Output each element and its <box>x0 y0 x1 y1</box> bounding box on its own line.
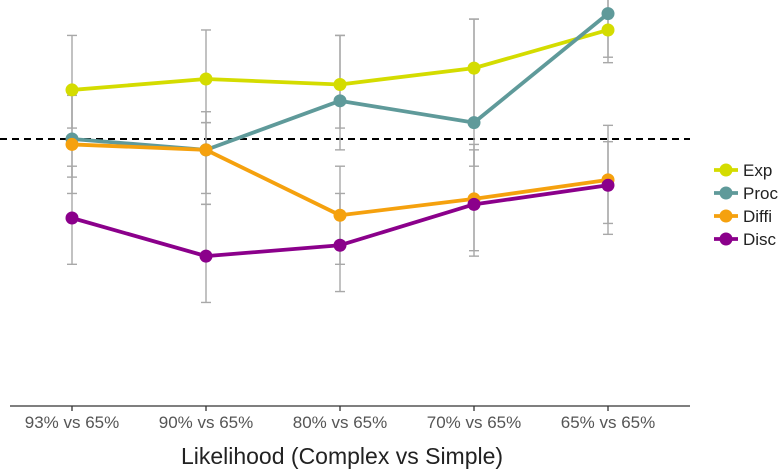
legend: Exp Proc Diffi Disc <box>714 161 778 249</box>
plot-area <box>0 0 690 407</box>
legend-key-point <box>719 186 733 200</box>
data-point-disc <box>65 211 79 225</box>
x-tick-label: 65% vs 65% <box>561 413 656 432</box>
legend-label: Disc <box>743 230 777 249</box>
data-point-diffi <box>199 143 213 157</box>
legend-item: Exp <box>714 161 772 180</box>
data-point-proc <box>601 7 615 21</box>
data-point-exp <box>467 61 481 75</box>
data-point-disc <box>333 238 347 252</box>
legend-key-point <box>719 232 733 246</box>
error-bar <box>201 121 211 206</box>
legend-label: Exp <box>743 161 772 180</box>
data-point-proc <box>467 116 481 130</box>
data-point-exp <box>199 72 213 86</box>
x-tick-label: 90% vs 65% <box>159 413 254 432</box>
legend-item: Proc <box>714 184 778 203</box>
error-bar <box>335 34 345 151</box>
legend-item: Disc <box>714 230 777 249</box>
data-point-disc <box>601 178 615 192</box>
data-point-exp <box>65 83 79 97</box>
legend-item: Diffi <box>714 207 772 226</box>
x-tick-label: 70% vs 65% <box>427 413 522 432</box>
data-point-exp <box>601 23 615 37</box>
series-points <box>65 7 615 263</box>
x-axis-title: Likelihood (Complex vs Simple) <box>181 443 503 469</box>
data-point-proc <box>333 94 347 108</box>
data-point-disc <box>199 249 213 263</box>
x-ticks: 93% vs 65% 90% vs 65% 80% vs 65% 70% vs 65%… <box>25 406 656 432</box>
data-point-exp <box>333 77 347 91</box>
legend-label: Diffi <box>743 207 772 226</box>
data-point-disc <box>467 197 481 211</box>
x-tick-label: 80% vs 65% <box>293 413 388 432</box>
legend-key-point <box>719 209 733 223</box>
legend-key-point <box>719 163 733 177</box>
data-point-diffi <box>333 208 347 222</box>
data-point-diffi <box>65 137 79 151</box>
legend-label: Proc <box>743 184 778 203</box>
x-tick-label: 93% vs 65% <box>25 413 120 432</box>
error-bars <box>67 0 613 304</box>
